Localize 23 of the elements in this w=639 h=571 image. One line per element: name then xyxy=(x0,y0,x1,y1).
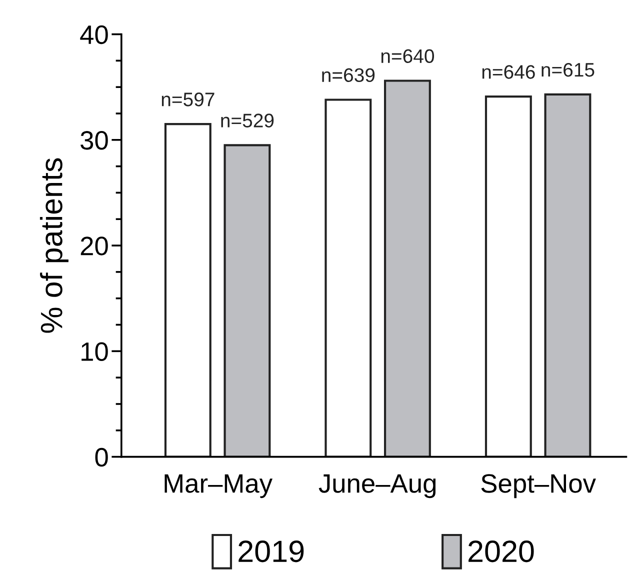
annotation: n=615 xyxy=(542,62,594,77)
bar xyxy=(324,98,372,457)
annotation: n=639 xyxy=(322,68,375,82)
bar xyxy=(224,144,271,457)
y-axis-title: % of patients xyxy=(40,158,68,333)
x-tick-label: June–Aug xyxy=(318,474,436,498)
bar xyxy=(484,96,532,457)
bar xyxy=(164,123,212,457)
y-tick-label: 30 xyxy=(80,131,108,150)
x-tick-label: Sept–Nov xyxy=(481,474,596,498)
x-tick-label: Mar–May xyxy=(164,474,273,498)
y-tick-label: 10 xyxy=(82,342,108,361)
annotation: n=529 xyxy=(221,114,274,128)
y-tick-label: 20 xyxy=(80,236,108,256)
bar xyxy=(544,93,592,457)
legend-label: 2019 xyxy=(238,540,304,562)
bar xyxy=(384,80,431,457)
annotation: n=640 xyxy=(381,49,434,64)
y-tick-label: 40 xyxy=(80,25,108,44)
legend-label: 2020 xyxy=(468,540,534,562)
y-tick-label: 0 xyxy=(95,448,108,467)
annotation: n=597 xyxy=(162,92,214,106)
annotation: n=646 xyxy=(482,65,535,79)
